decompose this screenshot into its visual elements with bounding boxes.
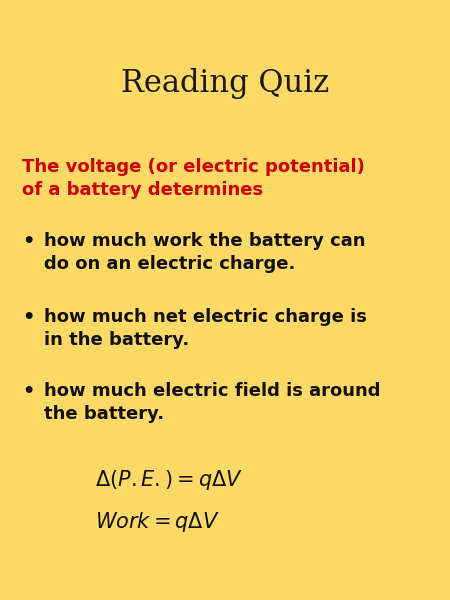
- Text: •: •: [22, 308, 34, 327]
- Text: Reading Quiz: Reading Quiz: [121, 68, 329, 99]
- Text: •: •: [22, 232, 34, 251]
- Text: how much work the battery can
do on an electric charge.: how much work the battery can do on an e…: [44, 232, 365, 273]
- Text: •: •: [22, 382, 34, 401]
- Text: how much net electric charge is
in the battery.: how much net electric charge is in the b…: [44, 308, 367, 349]
- Text: $\Delta(P.E.) = q\Delta V$: $\Delta(P.E.) = q\Delta V$: [95, 468, 243, 492]
- Text: how much electric field is around
the battery.: how much electric field is around the ba…: [44, 382, 381, 423]
- Text: $Work = q\Delta V$: $Work = q\Delta V$: [95, 510, 220, 534]
- Text: The voltage (or electric potential)
of a battery determines: The voltage (or electric potential) of a…: [22, 158, 365, 199]
